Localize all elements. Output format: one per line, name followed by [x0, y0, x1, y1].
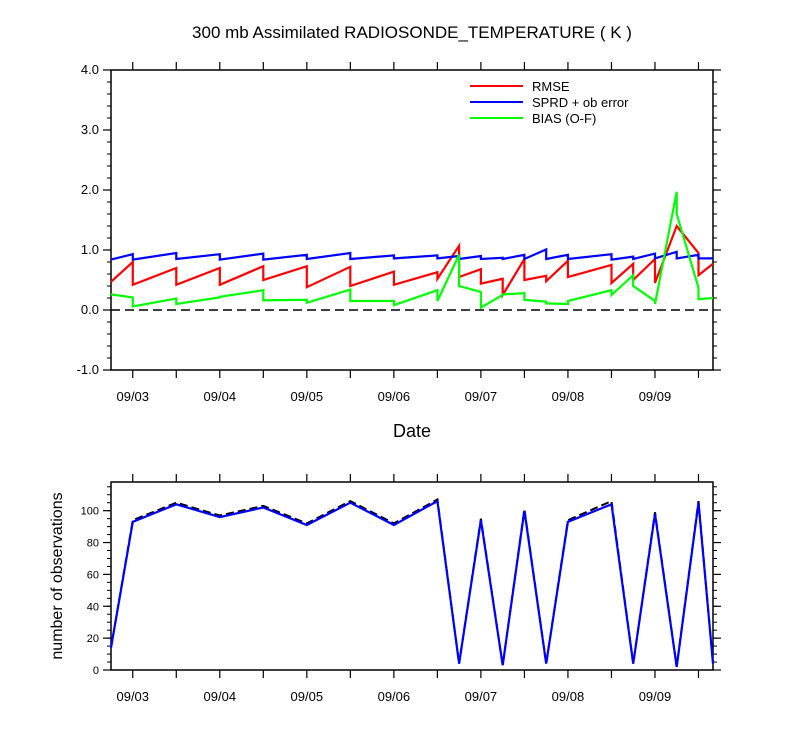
- x-tick-label: 09/08: [552, 689, 585, 704]
- bottom-plot-panel: 0 20 40 60 80 100 09/03 09/04 09/05 09/06 09/07 09/…: [81, 474, 721, 704]
- y-tick-label: 0.0: [81, 302, 99, 317]
- legend-label: BIAS (O-F): [532, 111, 596, 126]
- y-axis-label: number of observations: [49, 492, 66, 659]
- x-tick-label: 09/09: [639, 689, 672, 704]
- series-line-bias-o-f: [110, 191, 714, 310]
- x-tick-label: 09/07: [465, 389, 498, 404]
- y-tick-label: 60: [87, 569, 99, 581]
- chart-title: 300 mb Assimilated RADIOSONDE_TEMPERATUR…: [192, 23, 632, 42]
- y-tick-label: 1.0: [81, 242, 99, 257]
- x-tick-label: 09/09: [639, 389, 672, 404]
- y-tick-label: 100: [81, 506, 99, 518]
- plot-frame: [110, 481, 714, 671]
- x-tick-label: 09/03: [116, 389, 149, 404]
- x-tick-label: 09/08: [552, 389, 585, 404]
- top-plot-panel: -1.0 0.0 1.0 2.0 3.0 4.0 09/03 09/04 09/05 09/06 0…: [77, 62, 721, 404]
- x-tick-label: 09/07: [465, 689, 498, 704]
- x-tick-label: 09/04: [204, 689, 237, 704]
- y-tick-label: 80: [87, 538, 99, 550]
- y-tick-label: 4.0: [81, 62, 99, 77]
- series-line-sprd-ob-error: [110, 247, 713, 261]
- x-tick-label: 09/06: [378, 389, 411, 404]
- legend-label: RMSE: [532, 79, 570, 94]
- plot-frame: [110, 69, 714, 371]
- x-tick-label: 09/03: [116, 689, 149, 704]
- legend-label: SPRD + ob error: [532, 95, 629, 110]
- y-tick-label: 20: [87, 633, 99, 645]
- series-line-observations-used: [109, 499, 715, 667]
- x-tick-label: 09/05: [291, 689, 324, 704]
- x-tick-label: 09/04: [204, 389, 237, 404]
- y-tick-label: 2.0: [81, 182, 99, 197]
- y-tick-label: -1.0: [77, 362, 99, 377]
- y-tick-label: 3.0: [81, 122, 99, 137]
- y-tick-label: 0: [93, 665, 99, 677]
- x-tick-label: 09/05: [291, 389, 324, 404]
- y-tick-label: 40: [87, 601, 99, 613]
- x-axis-label: Date: [393, 421, 431, 441]
- x-tick-label: 09/06: [378, 689, 411, 704]
